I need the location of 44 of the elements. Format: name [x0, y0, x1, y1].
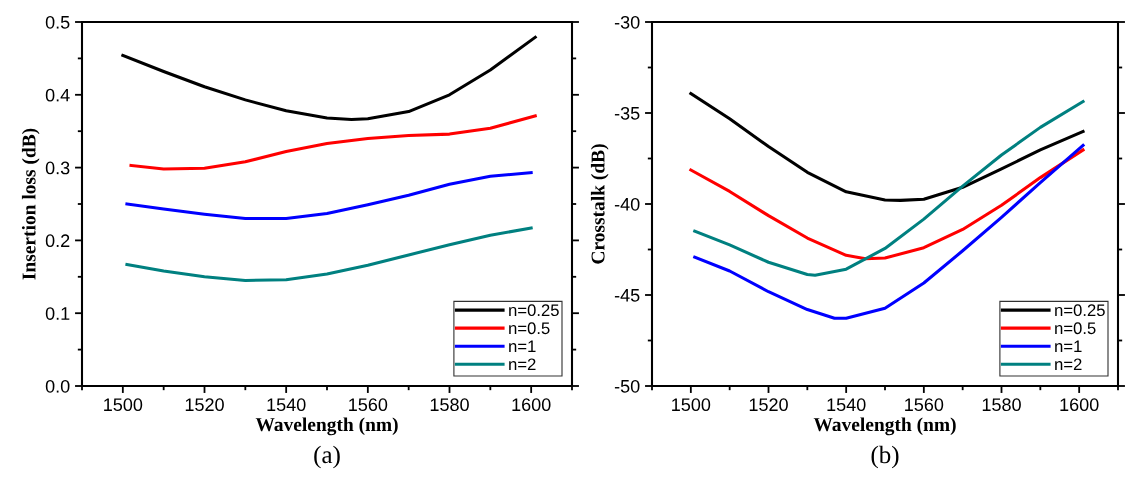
line-series: [125, 171, 533, 221]
x-tick-label: 1560: [905, 398, 944, 412]
legend-label: n=2: [1055, 358, 1082, 371]
y-tick-label: -35: [614, 106, 640, 120]
x-tick-label: 1540: [267, 398, 306, 412]
y-tick-label: -45: [614, 289, 640, 302]
y-tick-label: -50: [614, 379, 640, 393]
line-series: [689, 148, 1085, 261]
y-axis-title: Insertion loss (dB): [21, 128, 40, 280]
legend-label: n=0.25: [1055, 304, 1105, 317]
x-tick-label: 1500: [104, 398, 143, 412]
x-tick-label: 1520: [749, 398, 788, 412]
y-tick-label: 0.3: [45, 161, 70, 175]
y-tick-label: -30: [614, 15, 640, 29]
legend-label: n=0.25: [509, 304, 559, 317]
y-axis-title: Crosstalk (dB): [590, 144, 609, 264]
y-tick-label: 0.5: [45, 15, 70, 29]
line-series: [693, 100, 1085, 277]
y-tick-label: -40: [614, 197, 640, 211]
y-tick-label: 0.4: [45, 88, 70, 102]
x-tick-label: 1600: [1060, 398, 1099, 412]
x-tick-label: 1560: [349, 398, 388, 412]
y-tick-label: 0.0: [45, 379, 70, 393]
legend-label: n=0.5: [509, 322, 550, 335]
text: (b): [871, 445, 899, 469]
x-axis-title: Wavelength (nm): [255, 417, 398, 436]
x-tick-label: 1540: [827, 398, 866, 412]
x-tick-label: 1580: [430, 398, 469, 412]
y-tick-label: 0.2: [45, 234, 70, 248]
x-tick-label: 1600: [512, 398, 551, 412]
x-tick-label: 1500: [672, 398, 711, 412]
line-series: [689, 92, 1085, 202]
line-series: [129, 114, 537, 171]
legend-label: n=1: [1055, 340, 1082, 353]
line-series: [121, 35, 537, 122]
x-tick-label: 1520: [185, 398, 224, 412]
text: (a): [314, 445, 340, 469]
legend-label: n=1: [509, 340, 536, 353]
legend-label: n=2: [509, 358, 536, 371]
x-tick-label: 1580: [982, 398, 1021, 412]
line-series: [125, 226, 533, 282]
y-tick-label: 0.1: [45, 307, 70, 320]
x-axis-title: Wavelength (nm): [813, 417, 956, 436]
legend-label: n=0.5: [1055, 322, 1096, 335]
